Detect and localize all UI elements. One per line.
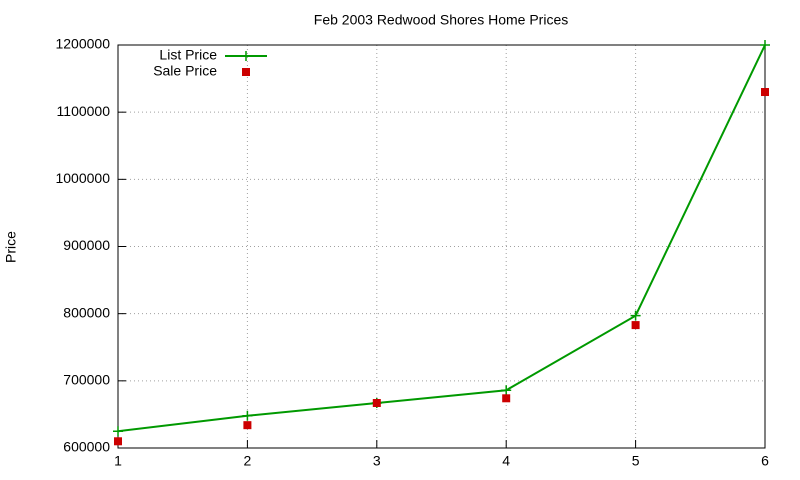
point-marker (242, 410, 253, 421)
y-axis-label: Price (3, 231, 19, 263)
x-tick-label: 6 (761, 453, 769, 469)
point-marker (113, 426, 123, 437)
x-tick-label: 4 (502, 453, 510, 469)
y-tick-label: 600000 (63, 439, 110, 455)
x-tick-label: 2 (244, 453, 252, 469)
x-tick-label: 3 (373, 453, 381, 469)
y-tick-label: 1200000 (55, 36, 110, 52)
x-tick-label: 1 (114, 453, 122, 469)
legend-label: Sale Price (153, 63, 217, 79)
legend-swatch (241, 51, 251, 61)
series-line (117, 44, 766, 433)
point-marker (114, 437, 122, 446)
point-marker (631, 321, 640, 330)
y-tick-label: 800000 (63, 304, 110, 320)
legend-swatch (242, 68, 250, 76)
point-marker (372, 398, 381, 407)
y-tick-label: 900000 (63, 237, 110, 253)
point-marker (761, 88, 769, 97)
point-marker (760, 40, 770, 50)
point-marker (502, 394, 511, 403)
y-tick-label: 1000000 (55, 170, 110, 186)
y-tick-label: 700000 (63, 372, 110, 388)
y-tick-label: 1100000 (57, 103, 111, 119)
plot-border (117, 44, 766, 449)
point-marker (630, 310, 641, 321)
point-marker (501, 385, 512, 396)
chart-title: Feb 2003 Redwood Shores Home Prices (314, 12, 568, 28)
x-tick-label: 5 (632, 453, 640, 469)
legend-label: List Price (159, 47, 217, 63)
point-marker (243, 421, 252, 430)
